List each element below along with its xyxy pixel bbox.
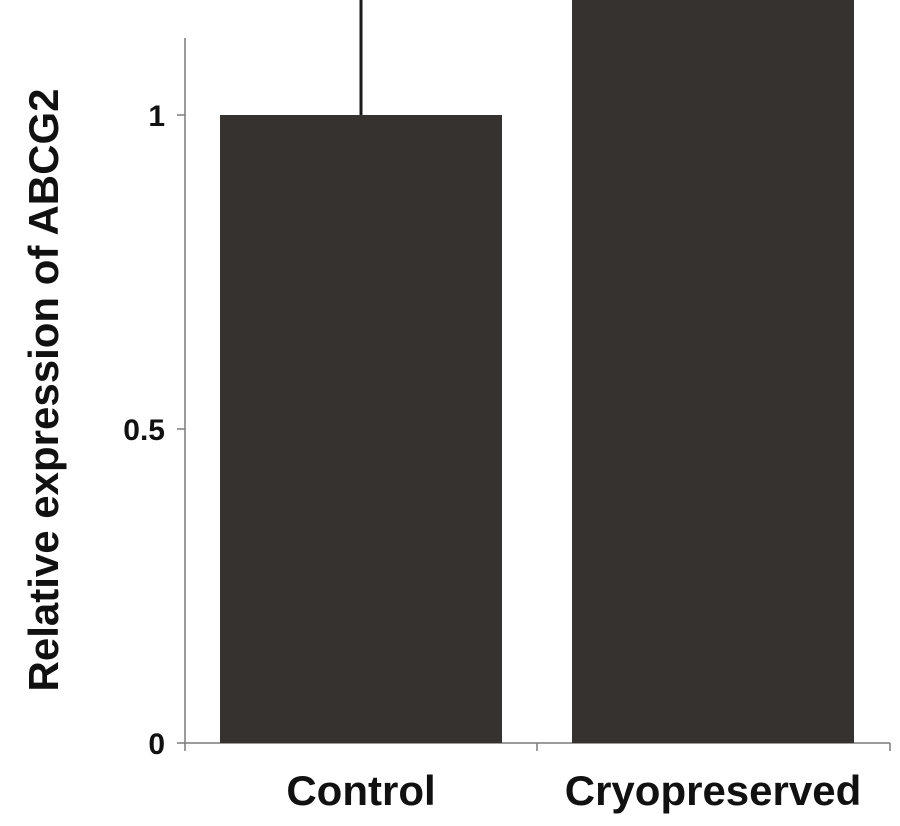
- bars: [220, 0, 854, 744]
- y-tick-label: 0: [148, 728, 165, 761]
- error-bars: [359, 0, 363, 115]
- y-axis-title: Relative expression of ABCG2: [20, 89, 67, 692]
- x-category-label: Control: [286, 767, 435, 814]
- x-category-labels: Control Cryopreserved: [286, 767, 861, 814]
- bar-cryopreserved: [572, 0, 854, 744]
- bar-control: [220, 115, 502, 743]
- y-tick-label: 0.5: [123, 414, 165, 447]
- y-tick-label: 1: [148, 100, 165, 133]
- y-tick-labels: 00.511.52: [123, 100, 185, 761]
- x-category-label: Cryopreserved: [565, 767, 861, 814]
